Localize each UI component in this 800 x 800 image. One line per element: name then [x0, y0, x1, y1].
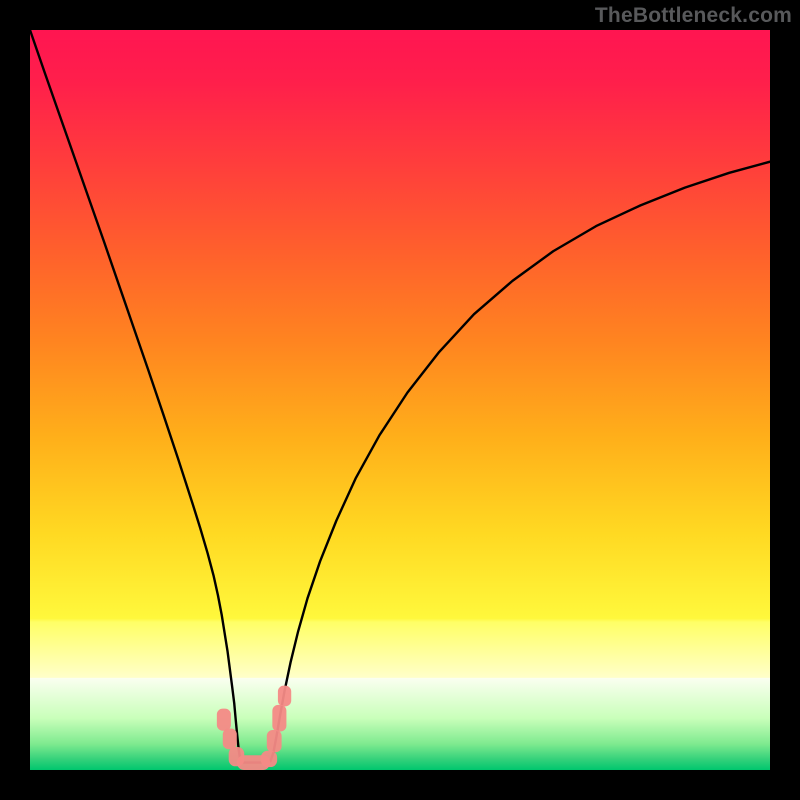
curve-marker-6 — [272, 705, 286, 732]
curve-marker-5 — [267, 730, 282, 752]
chart-svg — [30, 30, 770, 770]
curve-marker-7 — [278, 686, 291, 707]
gradient-background — [30, 30, 770, 770]
curve-marker-0 — [217, 709, 231, 731]
chart-frame: TheBottleneck.com — [0, 0, 800, 800]
plot-area — [30, 30, 770, 770]
curve-marker-4 — [261, 751, 277, 767]
watermark-text: TheBottleneck.com — [595, 4, 792, 28]
curve-marker-1 — [223, 729, 237, 750]
